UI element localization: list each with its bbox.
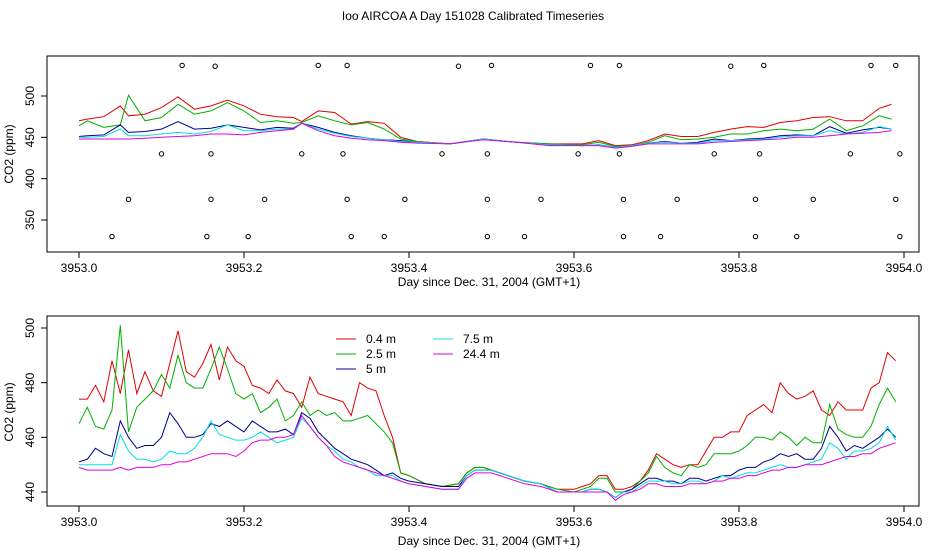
scatter-point [109, 233, 115, 240]
scatter-point [794, 233, 800, 240]
scatter-point [575, 151, 581, 157]
bottom-plot-frame [46, 315, 920, 507]
bottom-panel: CO2 (ppm) Day since Dec. 31, 2004 (GMT+1… [2, 315, 923, 548]
bottom-x-axis: 3953.0 3953.2 3953.4 3953.6 3953.8 3954.0 [61, 506, 923, 529]
y-tick-label: 500 [23, 318, 37, 338]
scatter-point [455, 63, 462, 69]
scatter-point [657, 233, 664, 240]
top-ylabel: CO2 (ppm) [2, 124, 16, 183]
scatter-point [484, 233, 491, 240]
scatter-point [484, 196, 491, 203]
scatter-point [893, 62, 899, 69]
legend-label: 2.5 m [366, 347, 396, 361]
scatter-point [620, 233, 627, 240]
series-line-4 [78, 414, 896, 501]
scatter-point [340, 151, 346, 157]
scatter-point [315, 62, 321, 69]
scatter-point [761, 62, 767, 69]
scatter-point [179, 62, 185, 69]
y-tick-label: 460 [23, 427, 37, 447]
scatter-point [616, 62, 623, 69]
scatter-point [756, 151, 763, 157]
scatter-point [620, 196, 627, 203]
y-tick-label: 400 [23, 168, 37, 188]
x-tick-label: 3953.2 [226, 261, 263, 275]
scatter-point [521, 233, 528, 240]
x-tick-label: 3953.8 [721, 261, 758, 275]
scatter-point [674, 196, 680, 203]
x-tick-label: 3953.0 [61, 261, 98, 275]
top-scatter-points [109, 62, 903, 240]
x-tick-label: 3953.4 [391, 515, 428, 529]
x-tick-label: 3953.0 [61, 515, 98, 529]
scatter-point [484, 151, 491, 157]
legend-label: 24.4 m [463, 347, 500, 361]
scatter-point [587, 62, 594, 69]
legend-label: 7.5 m [463, 332, 493, 346]
x-tick-label: 3953.4 [391, 261, 428, 275]
bottom-xlabel: Day since Dec. 31, 2004 (GMT+1) [398, 534, 580, 548]
y-tick-label: 350 [23, 210, 37, 230]
legend: 0.4 m2.5 m5 m 7.5 m24.4 m [336, 332, 500, 376]
scatter-point [488, 62, 495, 69]
scatter-point [439, 151, 445, 157]
x-tick-label: 3954.0 [886, 515, 923, 529]
scatter-point [752, 196, 759, 203]
series-line-2 [78, 411, 897, 499]
scatter-point [752, 233, 759, 240]
scatter-point [402, 196, 408, 203]
chart-title: Ioo AIRCOA A Day 151028 Calibrated Times… [342, 9, 604, 23]
scatter-point [538, 196, 544, 203]
scatter-point [728, 63, 734, 69]
x-tick-label: 3953.2 [226, 515, 263, 529]
y-tick-label: 500 [23, 86, 37, 106]
scatter-point [125, 196, 132, 203]
top-x-axis: 3953.0 3953.2 3953.4 3953.6 3953.8 3954.0 [61, 252, 923, 275]
scatter-point [381, 233, 387, 240]
scatter-point [868, 62, 874, 69]
series-line-3 [79, 417, 897, 499]
scatter-point [810, 196, 816, 203]
x-tick-label: 3953.6 [556, 515, 593, 529]
series-line-4 [79, 122, 892, 149]
top-plot-frame [46, 55, 920, 253]
scatter-point [897, 233, 903, 240]
scatter-point [344, 196, 350, 203]
scatter-point [212, 63, 218, 69]
scatter-point [158, 151, 165, 157]
scatter-point [616, 151, 623, 157]
x-tick-label: 3954.0 [886, 261, 923, 275]
scatter-point [208, 196, 214, 203]
x-tick-label: 3953.8 [721, 515, 758, 529]
scatter-point [245, 233, 251, 240]
scatter-point [299, 151, 305, 157]
bottom-y-axis: 440 460 480 500 [23, 318, 47, 502]
y-tick-label: 440 [23, 482, 37, 502]
top-series-group [78, 93, 892, 149]
scatter-point [344, 62, 350, 69]
top-panel: CO2 (ppm) Day since Dec. 31, 2004 (GMT+1… [2, 55, 923, 289]
scatter-point [711, 151, 717, 157]
bottom-ylabel: CO2 (ppm) [2, 382, 16, 441]
x-tick-label: 3953.6 [556, 261, 593, 275]
legend-label: 0.4 m [366, 332, 396, 346]
top-y-axis: 350 400 450 500 [23, 86, 47, 230]
scatter-point [893, 196, 899, 203]
y-tick-label: 480 [23, 372, 37, 392]
scatter-point [261, 196, 268, 203]
legend-label: 5 m [366, 362, 386, 376]
scatter-point [897, 151, 903, 157]
y-tick-label: 450 [23, 127, 37, 147]
top-xlabel: Day since Dec. 31, 2004 (GMT+1) [398, 275, 580, 289]
bottom-series-group [78, 325, 897, 501]
series-line-1 [78, 325, 897, 493]
scatter-point [208, 151, 214, 157]
scatter-point [204, 233, 210, 240]
scatter-point [348, 233, 354, 240]
scatter-point [847, 151, 854, 157]
